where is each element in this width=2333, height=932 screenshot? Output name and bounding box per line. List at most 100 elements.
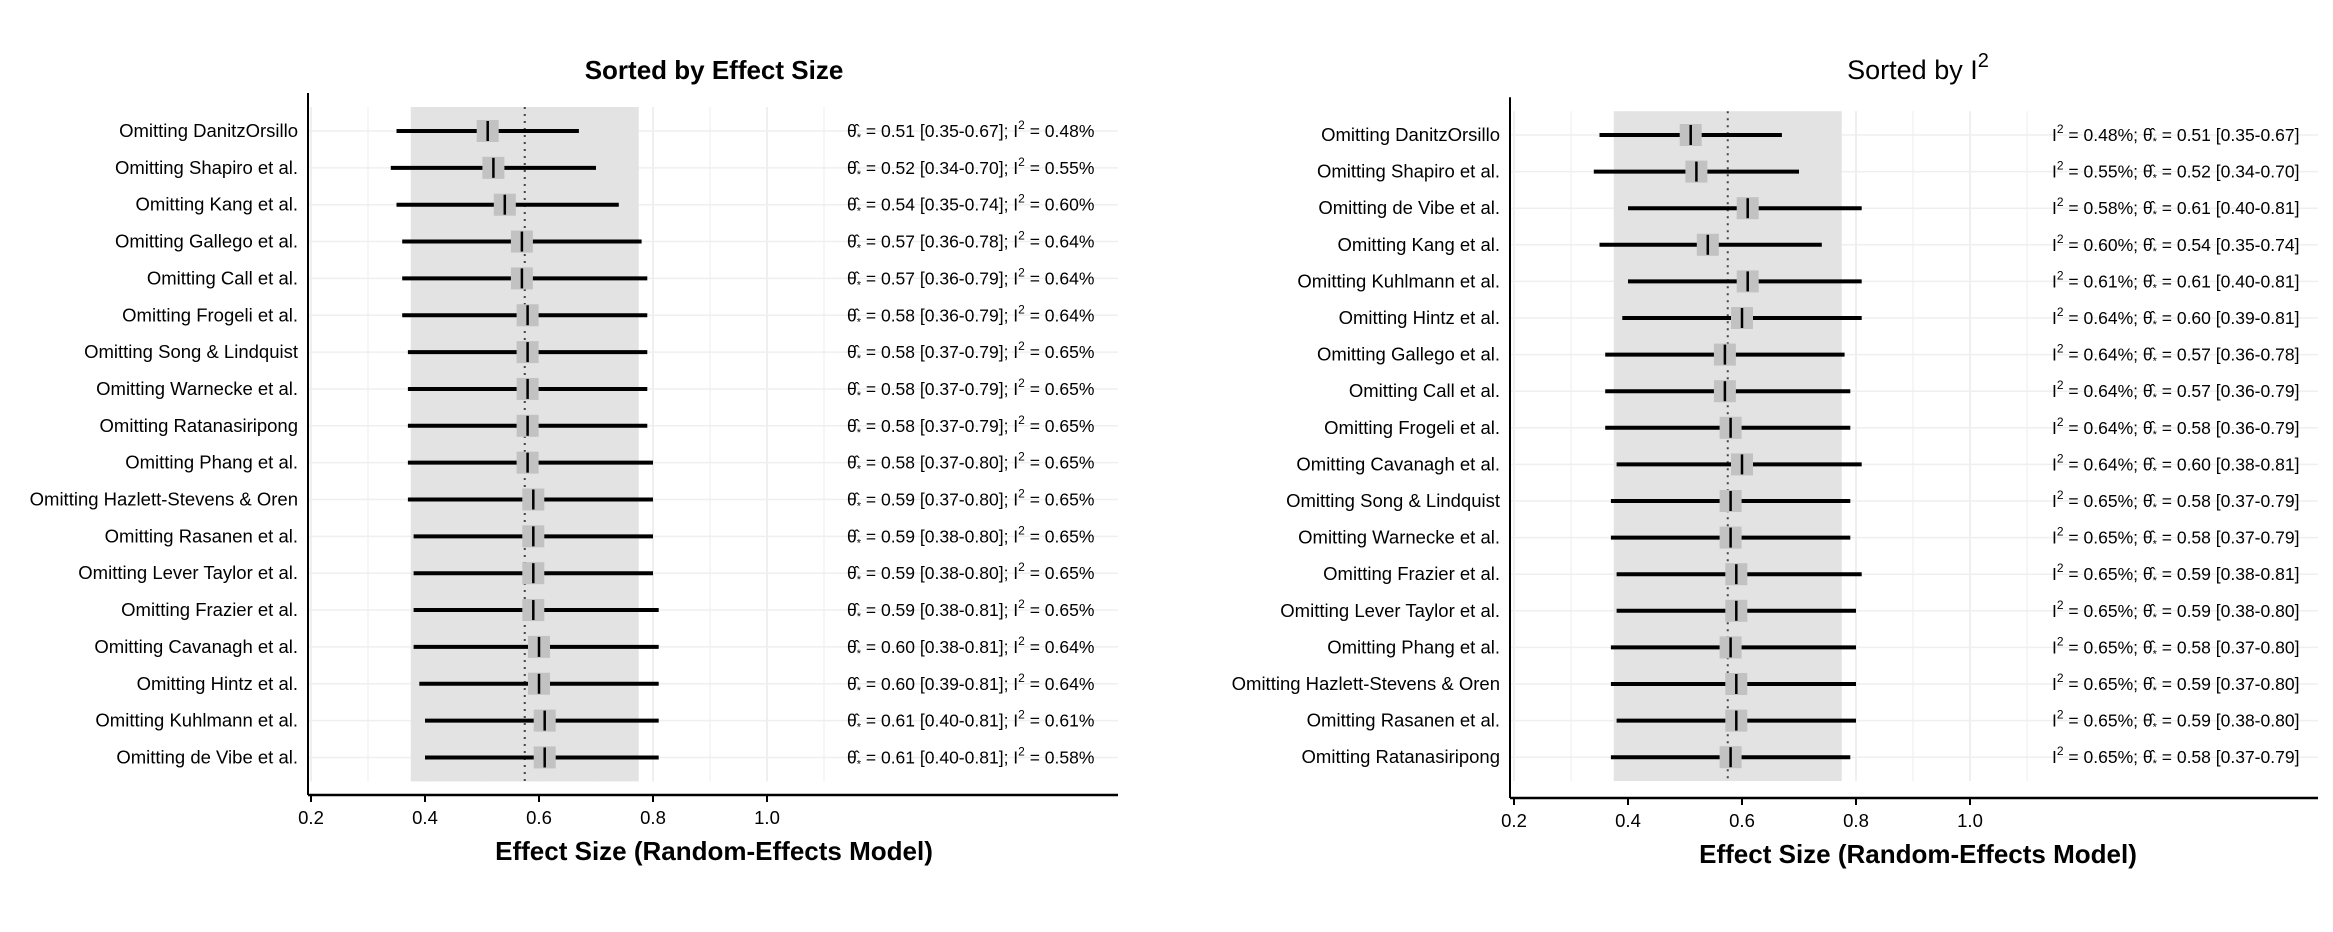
forest-row: Omitting de Vibe et al. θ̂* = 0.61 [0.40-… — [116, 744, 1094, 770]
forest-row: Omitting Kuhlmann et al. I2 = 0.61%; θ̂* … — [1297, 268, 2299, 294]
row-label: Omitting de Vibe et al. — [116, 746, 298, 767]
row-annotation: I2 = 0.55%; θ̂* = 0.52 [0.34-0.70] — [2052, 159, 2299, 185]
forest-row: Omitting Phang et al. θ̂* = 0.58 [0.37-0.… — [125, 450, 1094, 476]
row-annotation: θ̂* = 0.59 [0.38-0.80]; I2 = 0.65% — [847, 523, 1094, 549]
x-axis-label: Effect Size (Random-Effects Model) — [495, 836, 933, 866]
forest-panel-1: Sorted by Effect Size Omitting DanitzOrsi… — [30, 55, 1118, 866]
row-annotation: I2 = 0.65%; θ̂* = 0.58 [0.37-0.79] — [2052, 525, 2299, 551]
forest-row: Omitting Hintz et al. θ̂* = 0.60 [0.39-0.… — [137, 671, 1095, 697]
row-annotation: I2 = 0.65%; θ̂* = 0.59 [0.37-0.80] — [2052, 671, 2299, 697]
forest-row: Omitting Hintz et al. I2 = 0.64%; θ̂* = 0… — [1339, 305, 2300, 331]
row-label: Omitting Gallego et al. — [1317, 344, 1500, 365]
forest-row: Omitting Shapiro et al. I2 = 0.55%; θ̂* =… — [1317, 159, 2299, 185]
row-annotation: θ̂* = 0.58 [0.36-0.79]; I2 = 0.64% — [847, 302, 1094, 328]
row-label: Omitting Ratanasiripong — [1302, 746, 1500, 767]
row-annotation: I2 = 0.64%; θ̂* = 0.57 [0.36-0.78] — [2052, 342, 2299, 368]
row-label: Omitting Lever Taylor et al. — [78, 562, 298, 583]
row-label: Omitting Call et al. — [1349, 380, 1500, 401]
forest-row: Omitting Lever Taylor et al. θ̂* = 0.59 [… — [78, 560, 1094, 586]
x-tick-label: 0.4 — [1615, 810, 1641, 831]
row-annotation: I2 = 0.60%; θ̂* = 0.54 [0.35-0.74] — [2052, 232, 2299, 258]
row-label: Omitting DanitzOrsillo — [1321, 124, 1500, 145]
row-label: Omitting Song & Lindquist — [84, 341, 298, 362]
row-label: Omitting Cavanagh et al. — [94, 636, 298, 657]
row-annotation: θ̂* = 0.58 [0.37-0.79]; I2 = 0.65% — [847, 413, 1094, 439]
forest-row: Omitting Frogeli et al. I2 = 0.64%; θ̂* =… — [1324, 415, 2299, 441]
row-label: Omitting Rasanen et al. — [1307, 710, 1500, 731]
forest-row: Omitting Ratanasiripong θ̂* = 0.58 [0.37-… — [100, 413, 1095, 439]
row-annotation: θ̂* = 0.58 [0.37-0.79]; I2 = 0.65% — [847, 339, 1094, 365]
row-label: Omitting Shapiro et al. — [1317, 161, 1500, 182]
forest-row: Omitting DanitzOrsillo I2 = 0.48%; θ̂* = … — [1321, 122, 2299, 148]
forest-row: Omitting Frogeli et al. θ̂* = 0.58 [0.36-… — [122, 302, 1094, 328]
row-label: Omitting Ratanasiripong — [100, 415, 298, 436]
row-label: Omitting Hintz et al. — [1339, 307, 1500, 328]
forest-row: Omitting Rasanen et al. I2 = 0.65%; θ̂* =… — [1307, 708, 2300, 734]
row-label: Omitting Hazlett-Stevens & Oren — [1232, 673, 1500, 694]
forest-row: Omitting de Vibe et al. I2 = 0.58%; θ̂* =… — [1318, 195, 2299, 221]
row-annotation: θ̂* = 0.60 [0.39-0.81]; I2 = 0.64% — [847, 671, 1094, 697]
row-label: Omitting Warnecke et al. — [96, 378, 298, 399]
row-label: Omitting Call et al. — [147, 267, 298, 288]
row-annotation: I2 = 0.64%; θ̂* = 0.60 [0.39-0.81] — [2052, 305, 2299, 331]
row-label: Omitting Kang et al. — [1338, 234, 1500, 255]
row-annotation: θ̂* = 0.59 [0.38-0.80]; I2 = 0.65% — [847, 560, 1094, 586]
row-annotation: I2 = 0.65%; θ̂* = 0.59 [0.38-0.80] — [2052, 708, 2299, 734]
row-annotation: I2 = 0.65%; θ̂* = 0.58 [0.37-0.80] — [2052, 634, 2299, 660]
row-label: Omitting Rasanen et al. — [105, 525, 298, 546]
x-tick-label: 1.0 — [1957, 810, 1983, 831]
row-label: Omitting Cavanagh et al. — [1296, 453, 1500, 474]
row-annotation: θ̂* = 0.59 [0.37-0.80]; I2 = 0.65% — [847, 487, 1094, 513]
forest-row: Omitting Song & Lindquist θ̂* = 0.58 [0.3… — [84, 339, 1094, 365]
row-label: Omitting Kuhlmann et al. — [95, 710, 298, 731]
row-annotation: θ̂* = 0.58 [0.37-0.80]; I2 = 0.65% — [847, 450, 1094, 476]
row-annotation: I2 = 0.65%; θ̂* = 0.59 [0.38-0.80] — [2052, 598, 2299, 624]
x-tick-label: 0.4 — [412, 807, 438, 828]
x-tick-label: 0.8 — [640, 807, 666, 828]
forest-row: Omitting Rasanen et al. θ̂* = 0.59 [0.38-… — [105, 523, 1095, 549]
row-label: Omitting Kang et al. — [136, 194, 298, 215]
row-label: Omitting Hazlett-Stevens & Oren — [30, 489, 298, 510]
row-annotation: θ̂* = 0.59 [0.38-0.81]; I2 = 0.65% — [847, 597, 1094, 623]
row-annotation: θ̂* = 0.52 [0.34-0.70]; I2 = 0.55% — [847, 155, 1094, 181]
row-annotation: θ̂* = 0.60 [0.38-0.81]; I2 = 0.64% — [847, 634, 1094, 660]
row-annotation: I2 = 0.65%; θ̂* = 0.58 [0.37-0.79] — [2052, 488, 2299, 514]
row-annotation: I2 = 0.58%; θ̂* = 0.61 [0.40-0.81] — [2052, 195, 2299, 221]
row-annotation: I2 = 0.64%; θ̂* = 0.60 [0.38-0.81] — [2052, 451, 2299, 477]
forest-row: Omitting DanitzOrsillo θ̂* = 0.51 [0.35-0… — [119, 118, 1094, 144]
forest-row: Omitting Shapiro et al. θ̂* = 0.52 [0.34-… — [115, 155, 1094, 181]
forest-row: Omitting Gallego et al. I2 = 0.64%; θ̂* =… — [1317, 342, 2299, 368]
row-annotation: I2 = 0.64%; θ̂* = 0.58 [0.36-0.79] — [2052, 415, 2299, 441]
forest-row: Omitting Warnecke et al. θ̂* = 0.58 [0.37… — [96, 376, 1094, 402]
row-label: Omitting DanitzOrsillo — [119, 120, 298, 141]
row-annotation: θ̂* = 0.61 [0.40-0.81]; I2 = 0.58% — [847, 744, 1094, 770]
row-annotation: θ̂* = 0.57 [0.36-0.79]; I2 = 0.64% — [847, 265, 1094, 291]
row-label: Omitting Phang et al. — [125, 452, 298, 473]
row-label: Omitting Hintz et al. — [137, 673, 298, 694]
row-label: Omitting de Vibe et al. — [1318, 197, 1500, 218]
row-annotation: I2 = 0.64%; θ̂* = 0.57 [0.36-0.79] — [2052, 378, 2299, 404]
x-tick-label: 0.6 — [526, 807, 552, 828]
row-annotation: I2 = 0.48%; θ̂* = 0.51 [0.35-0.67] — [2052, 122, 2299, 148]
forest-row: Omitting Phang et al. I2 = 0.65%; θ̂* = 0… — [1327, 634, 2299, 660]
x-axis-label: Effect Size (Random-Effects Model) — [1699, 839, 2137, 869]
forest-row: Omitting Hazlett-Stevens & Oren θ̂* = 0.5… — [30, 487, 1095, 513]
forest-row: Omitting Kang et al. I2 = 0.60%; θ̂* = 0.… — [1338, 232, 2300, 258]
forest-row: Omitting Lever Taylor et al. I2 = 0.65%; … — [1280, 598, 2299, 624]
forest-row: Omitting Call et al. I2 = 0.64%; θ̂* = 0.… — [1349, 378, 2300, 404]
chart-title: Sorted by I2 — [1847, 50, 1989, 85]
forest-row: Omitting Frazier et al. I2 = 0.65%; θ̂* =… — [1323, 561, 2299, 587]
forest-row: Omitting Kuhlmann et al. θ̂* = 0.61 [0.40… — [95, 708, 1094, 734]
row-annotation: θ̂* = 0.61 [0.40-0.81]; I2 = 0.61% — [847, 708, 1094, 734]
forest-row: Omitting Cavanagh et al. I2 = 0.64%; θ̂* … — [1296, 451, 2299, 477]
forest-row: Omitting Gallego et al. θ̂* = 0.57 [0.36-… — [115, 229, 1094, 255]
x-tick-label: 0.6 — [1729, 810, 1755, 831]
row-label: Omitting Warnecke et al. — [1298, 527, 1500, 548]
x-tick-label: 0.8 — [1843, 810, 1869, 831]
row-annotation: θ̂* = 0.58 [0.37-0.79]; I2 = 0.65% — [847, 376, 1094, 402]
x-tick-label: 1.0 — [754, 807, 780, 828]
row-annotation: I2 = 0.65%; θ̂* = 0.58 [0.37-0.79] — [2052, 744, 2299, 770]
forest-row: Omitting Cavanagh et al. θ̂* = 0.60 [0.38… — [94, 634, 1094, 660]
